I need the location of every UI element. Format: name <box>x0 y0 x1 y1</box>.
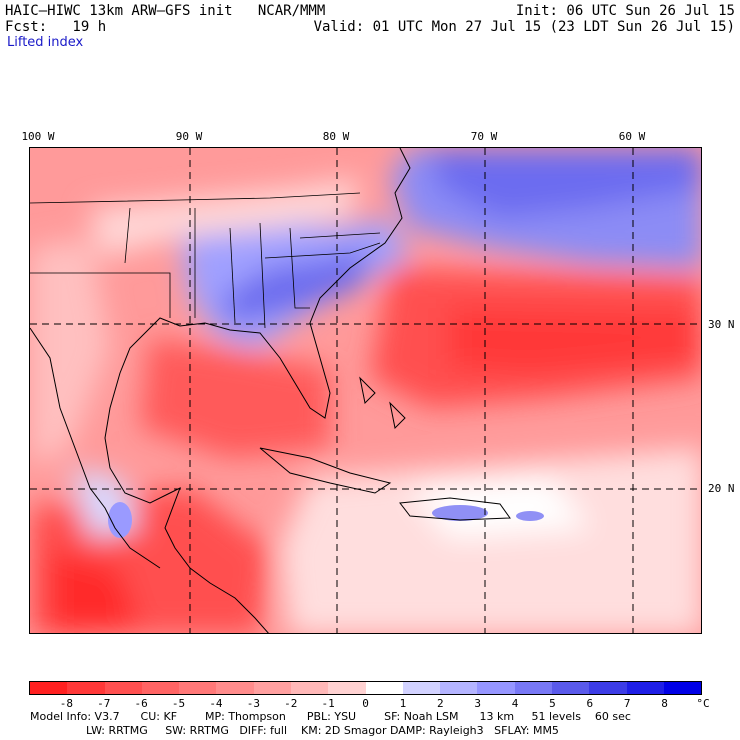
colorbar-swatch <box>30 682 68 694</box>
colorbar-tick-label: 1 <box>399 697 407 710</box>
colorbar-tick-label: -5 <box>171 697 186 710</box>
blue-patches <box>108 502 544 538</box>
colorbar-tick-label: 8 <box>661 697 668 710</box>
colorbar-swatch <box>514 682 552 694</box>
colorbar-swatch <box>589 682 627 694</box>
colorbar-swatch <box>440 682 478 694</box>
colorbar-tick-label: 6 <box>586 697 594 710</box>
colorbar-tick-label: 3 <box>474 697 481 710</box>
lon-label-100w: 100 W <box>21 130 55 143</box>
field-shading <box>30 148 701 633</box>
colorbar-tick-label: 4 <box>511 697 519 710</box>
map-canvas <box>30 148 701 633</box>
colorbar-swatch <box>365 682 403 694</box>
colorbar-swatch <box>67 682 105 694</box>
colorbar-swatch <box>141 682 180 694</box>
colorbar-swatch <box>663 682 702 694</box>
valid-time: Valid: 01 UTC Mon 27 Jul 15 (23 LDT Sun … <box>313 19 735 35</box>
colorbar-swatch <box>216 682 254 694</box>
colorbar-tick-label: -7 <box>97 697 111 710</box>
colorbar-tick-label: -8 <box>59 697 73 710</box>
footer-physics-info: LW: RRTMG SW: RRTMG DIFF: full KM: 2D Sm… <box>30 724 559 737</box>
lat-label-30n: 30 N <box>708 318 735 331</box>
init-time: Init: 06 UTC Sun 26 Jul 15 <box>515 3 735 19</box>
lat-label-20n: 20 N <box>708 482 735 495</box>
colorbar-tick-label: -4 <box>209 697 223 710</box>
colorbar-tick-label: 2 <box>436 697 444 710</box>
colorbar-tick-label: -2 <box>284 697 298 710</box>
colorbar-swatch <box>179 682 217 694</box>
coastlines <box>30 148 511 633</box>
state-borders <box>30 192 381 329</box>
colorbar-swatch <box>328 682 366 694</box>
colorbar-tick-label: 7 <box>623 697 631 710</box>
colorbar-swatch <box>626 682 664 694</box>
colorbar-tick-label: 0 <box>362 697 369 710</box>
colorbar-swatch <box>402 682 441 694</box>
lifted-index-map <box>29 147 702 634</box>
colorbar-swatch <box>253 682 291 694</box>
colorbar-tick-label: -6 <box>134 697 148 710</box>
colorbar-swatch <box>551 682 590 694</box>
field-name: Lifted index <box>7 35 84 50</box>
lon-label-60w: 60 W <box>618 130 646 143</box>
colorbar <box>29 681 702 695</box>
colorbar-swatch <box>290 682 329 694</box>
lat-lon-grid <box>30 148 701 633</box>
lon-label-80w: 80 W <box>322 130 350 143</box>
colorbar-swatch <box>477 682 515 694</box>
colorbar-tick-label: -3 <box>246 697 260 710</box>
lon-label-70w: 70 W <box>470 130 498 143</box>
colorbar-tick-label: 5 <box>549 697 556 710</box>
colorbar-tick-label: -1 <box>321 697 335 710</box>
colorbar-swatch <box>104 682 142 694</box>
colorbar-unit: °C <box>696 697 710 710</box>
model-title: HAIC–HIWC 13km ARW–GFS init NCAR/MMM <box>5 3 326 19</box>
forecast-hour: Fcst: 19 h <box>5 19 107 35</box>
lon-label-90w: 90 W <box>175 130 203 143</box>
footer-model-info: Model Info: V3.7 CU: KF MP: Thompson PBL… <box>30 710 631 723</box>
